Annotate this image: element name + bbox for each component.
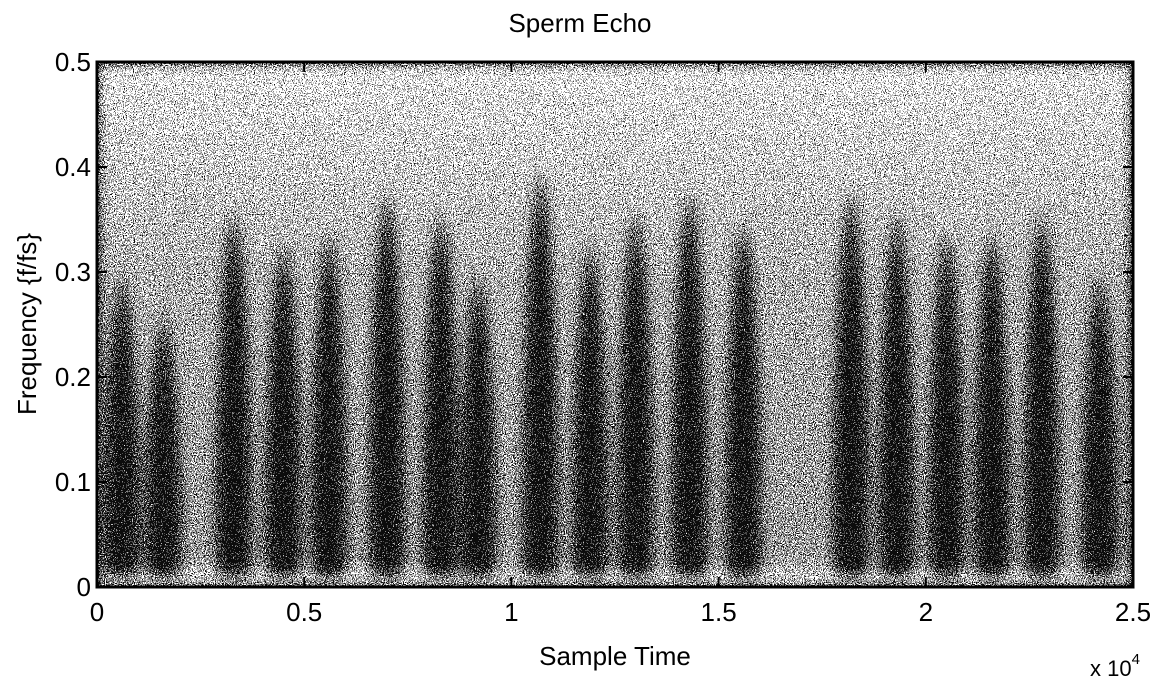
y-tick-label: 0.4 xyxy=(55,152,91,182)
plot-frame xyxy=(95,60,1135,589)
energy-band xyxy=(106,272,138,575)
x-tick-label: 1 xyxy=(504,597,518,627)
energy-band xyxy=(930,230,963,575)
x-tick-label: 0 xyxy=(90,597,104,627)
energy-band xyxy=(574,240,606,575)
energy-band xyxy=(462,272,494,575)
energy-band xyxy=(371,188,403,575)
spectrogram-image xyxy=(97,62,1133,587)
energy-band xyxy=(619,209,652,575)
x-multiplier-exponent: 4 xyxy=(1132,651,1140,668)
energy-band xyxy=(673,188,706,575)
x-tick-label: 2 xyxy=(919,597,933,627)
x-tick-label: 2.5 xyxy=(1115,597,1151,627)
energy-band xyxy=(218,209,250,575)
energy-band xyxy=(313,230,345,575)
energy-band xyxy=(147,314,180,575)
energy-band xyxy=(976,230,1008,575)
energy-band xyxy=(267,240,300,575)
axes: 0 0.5 1 1.5 2 2.5 0 0.1 0.2 0.3 0.4 0.5 xyxy=(55,47,1151,627)
x-tick-label: 0.5 xyxy=(286,597,322,627)
energy-band xyxy=(1084,272,1116,575)
y-axis-label: Frequency {f/fs} xyxy=(12,233,42,415)
y-tick-label: 0.5 xyxy=(55,47,91,77)
energy-band xyxy=(727,219,760,575)
energy-band xyxy=(881,209,913,575)
energy-band xyxy=(835,188,867,575)
energy-band xyxy=(425,209,457,575)
x-multiplier: x 104 xyxy=(1090,651,1140,681)
energy-band xyxy=(524,167,557,575)
energy-band xyxy=(1026,209,1058,575)
chart-title: Sperm Echo xyxy=(508,8,651,38)
x-multiplier-base: x 10 xyxy=(1090,656,1132,681)
y-tick-label: 0.3 xyxy=(55,257,91,287)
x-tick-label: 1.5 xyxy=(701,597,737,627)
y-tick-label: 0.1 xyxy=(55,467,91,497)
y-tick-label: 0 xyxy=(77,572,91,602)
x-axis-label: Sample Time xyxy=(539,641,691,671)
y-tick-label: 0.2 xyxy=(55,362,91,392)
